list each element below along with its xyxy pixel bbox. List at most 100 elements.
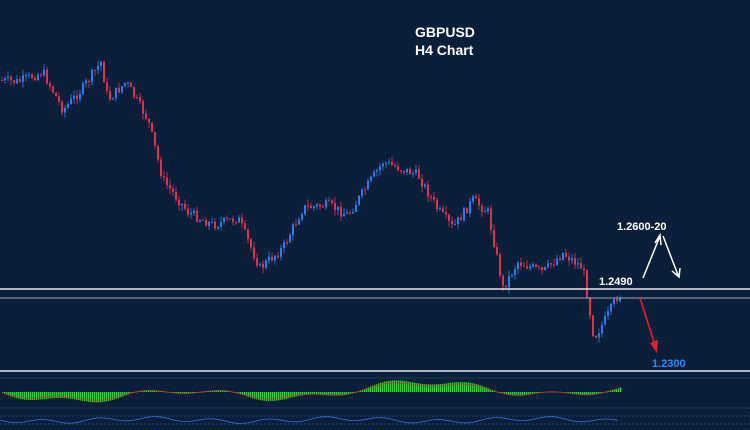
oscillator-bar: [606, 391, 608, 393]
candle-body: [544, 266, 546, 270]
candle-body: [106, 82, 108, 92]
oscillator-bar: [318, 392, 320, 395]
candle-body: [586, 270, 588, 299]
oscillator-bar: [482, 386, 484, 392]
candle-body: [457, 217, 459, 225]
oscillator-bar: [268, 392, 270, 401]
oscillator-bar: [36, 392, 38, 400]
candle-body: [286, 242, 288, 244]
oscillator-bar: [364, 389, 366, 392]
oscillator-bar: [444, 383, 446, 392]
oscillator-bar: [390, 380, 392, 392]
candle-body: [532, 264, 534, 267]
oscillator-bar: [126, 392, 128, 395]
oscillator-bar: [300, 392, 302, 396]
candle-body: [613, 299, 615, 305]
oscillator-bar: [310, 392, 312, 395]
candle-body: [409, 168, 411, 175]
oscillator-bar: [180, 392, 182, 394]
candle-body: [157, 146, 159, 160]
candle-body: [373, 171, 375, 177]
oscillator-bar: [74, 392, 76, 400]
candle-body: [208, 221, 210, 226]
oscillator-bar: [466, 382, 468, 392]
oscillator-bar: [34, 392, 36, 400]
oscillator-bar: [590, 392, 592, 396]
candle-body: [406, 168, 408, 173]
oscillator-bar: [470, 382, 472, 392]
oscillator-bar: [464, 382, 466, 392]
candle-body: [103, 61, 105, 83]
candle-body: [358, 195, 360, 205]
candle-body: [49, 83, 51, 87]
oscillator-bar: [430, 384, 432, 392]
oscillator-bar: [294, 392, 296, 397]
oscillator-bar: [478, 384, 480, 392]
oscillator-bar: [224, 390, 226, 392]
candle-body: [187, 208, 189, 215]
candle-body: [565, 252, 567, 257]
candle-body: [352, 211, 354, 214]
oscillator-bar: [512, 392, 514, 396]
candle-body: [547, 263, 549, 267]
candle-body: [433, 196, 435, 200]
candle-body: [67, 104, 69, 108]
candle-body: [397, 166, 399, 171]
candle-body: [250, 239, 252, 248]
oscillator-bar: [616, 388, 618, 392]
oscillator-bar: [218, 390, 220, 392]
oscillator-bar: [438, 384, 440, 392]
candle-body: [367, 180, 369, 190]
candle-body: [385, 162, 387, 164]
oscillator-bar: [248, 392, 250, 397]
oscillator-bar: [88, 392, 90, 402]
oscillator-bar: [252, 392, 254, 399]
oscillator-bar: [276, 392, 278, 401]
candle-body: [334, 202, 336, 211]
oscillator-bar: [66, 392, 68, 399]
candle-body: [439, 208, 441, 210]
candle-body: [55, 92, 57, 97]
candle-body: [424, 184, 426, 187]
candle-body: [526, 266, 528, 269]
oscillator-bar: [128, 392, 130, 395]
oscillator-bar: [568, 392, 570, 394]
candle-body: [64, 107, 66, 113]
candle-body: [343, 213, 345, 217]
candle-body: [595, 335, 597, 338]
candle-body: [166, 177, 168, 186]
oscillator-bar: [480, 385, 482, 392]
candle-body: [577, 263, 579, 265]
oscillator-bar: [370, 386, 372, 392]
level-label-1-2490: 1.2490: [599, 276, 633, 288]
oscillator-bar: [288, 392, 290, 399]
candle-body: [454, 224, 456, 226]
oscillator-bar: [366, 388, 368, 392]
oscillator-bar: [434, 384, 436, 392]
candle-body: [280, 248, 282, 257]
candle-body: [472, 196, 474, 202]
candle-body: [28, 74, 30, 76]
candle-body: [10, 76, 12, 81]
candle-body: [139, 97, 141, 102]
oscillator-bar: [524, 392, 526, 396]
oscillator-bar: [448, 383, 450, 392]
candle-body: [394, 164, 396, 167]
oscillator-bar: [44, 392, 46, 399]
candle-body: [316, 204, 318, 207]
oscillator-bar: [100, 392, 102, 403]
bearish-scenario-arrow: [639, 297, 658, 353]
level-label-1-2300: 1.2300: [652, 358, 686, 370]
oscillator-bar: [106, 392, 108, 402]
oscillator-bar: [24, 392, 26, 400]
oscillator-bar: [534, 392, 536, 394]
candle-body: [550, 263, 552, 265]
candle-body: [142, 101, 144, 114]
oscillator-bar: [528, 392, 530, 395]
oscillator-bar: [330, 392, 332, 396]
candle-body: [313, 206, 315, 209]
candle-body: [619, 297, 621, 302]
oscillator-bar: [516, 392, 518, 396]
oscillator-bar: [522, 392, 524, 396]
candle-body: [502, 275, 504, 286]
